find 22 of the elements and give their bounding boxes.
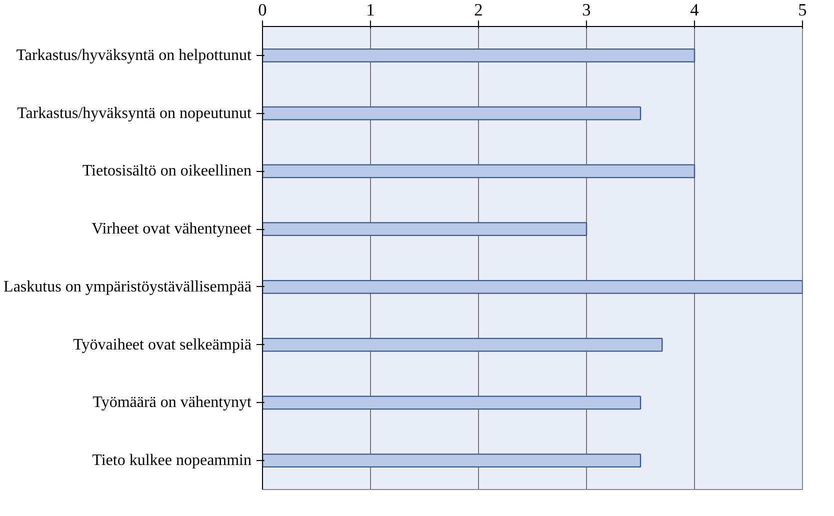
bar	[262, 222, 588, 236]
x-tick-label: 0	[258, 0, 267, 20]
bar	[262, 106, 642, 120]
y-tick-label: Työmäärä on vähentynyt	[92, 394, 252, 412]
y-tick-label: Työvaiheet ovat selkeämpiä	[73, 336, 252, 354]
bar	[262, 338, 663, 352]
bar	[262, 454, 642, 468]
y-tick-label: Tarkastus/hyväksyntä on helpottunut	[16, 46, 252, 64]
x-tick-label: 4	[690, 0, 700, 20]
x-tick-label: 1	[366, 0, 375, 20]
bar	[262, 396, 642, 410]
x-tick-label: 2	[474, 0, 483, 20]
bar	[262, 48, 696, 62]
y-tick-label: Tietosisältö on oikeellinen	[82, 162, 252, 180]
y-tick-label: Tieto kulkee nopeammin	[92, 452, 252, 470]
y-tick-label: Virheet ovat vähentyneet	[92, 220, 252, 238]
y-tick-label: Laskutus on ympäristöystävällisempää	[4, 278, 252, 296]
y-tick-label: Tarkastus/hyväksyntä on nopeutunut	[17, 104, 252, 122]
bar	[262, 164, 696, 178]
x-tick-label: 5	[798, 0, 807, 20]
x-tick-label: 3	[582, 0, 591, 20]
bar	[262, 280, 802, 294]
